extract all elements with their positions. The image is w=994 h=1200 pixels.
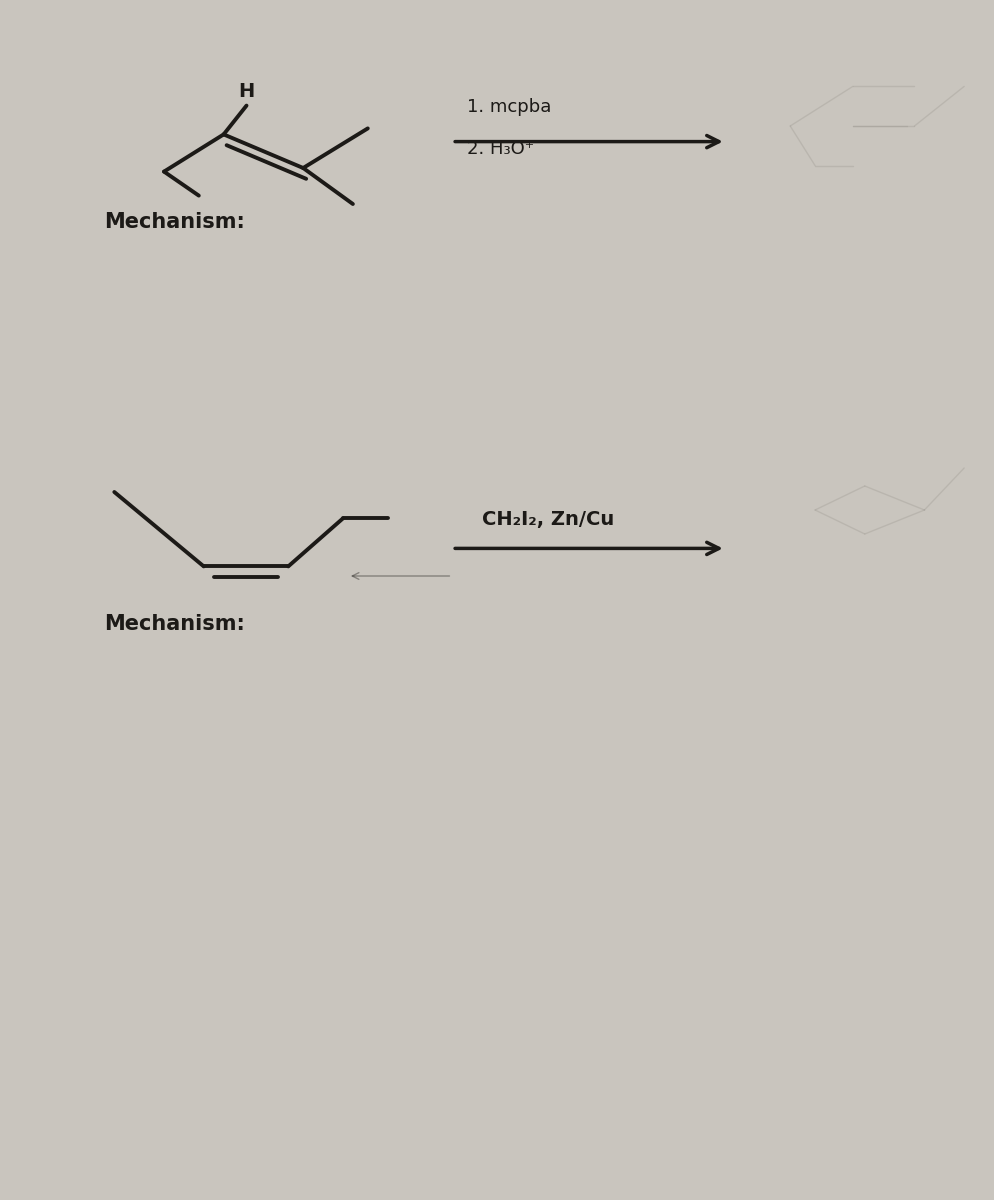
Text: 2. H₃O⁺: 2. H₃O⁺ bbox=[467, 140, 535, 158]
Text: Mechanism:: Mechanism: bbox=[104, 614, 246, 634]
Text: CH₂I₂, Zn/Cu: CH₂I₂, Zn/Cu bbox=[482, 510, 614, 529]
Text: Mechanism:: Mechanism: bbox=[104, 212, 246, 232]
Text: H: H bbox=[239, 82, 254, 101]
Text: 1. mcpba: 1. mcpba bbox=[467, 98, 552, 116]
